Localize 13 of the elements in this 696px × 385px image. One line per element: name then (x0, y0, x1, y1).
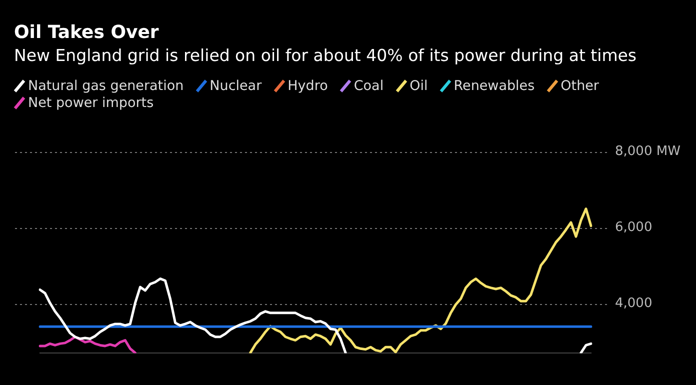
legend-label: Other (560, 78, 599, 94)
y-tick-label: 4,000 (615, 296, 652, 312)
legend-label: Coal (354, 78, 384, 94)
legend-label: Hydro (288, 78, 328, 94)
chart-title: Oil Takes Over (14, 22, 159, 43)
legend-label: Nuclear (210, 78, 262, 94)
legend-label: Renewables (454, 78, 535, 94)
legend-label: Oil (410, 78, 428, 94)
y-tick-label: 8,000 MW (615, 144, 681, 160)
chart-subtitle: New England grid is relied on oil for about 40% of its power during at times (14, 46, 637, 65)
legend-label: Natural gas generation (28, 78, 184, 94)
legend-label: Net power imports (28, 95, 154, 111)
y-tick-label: 6,000 (615, 220, 652, 236)
